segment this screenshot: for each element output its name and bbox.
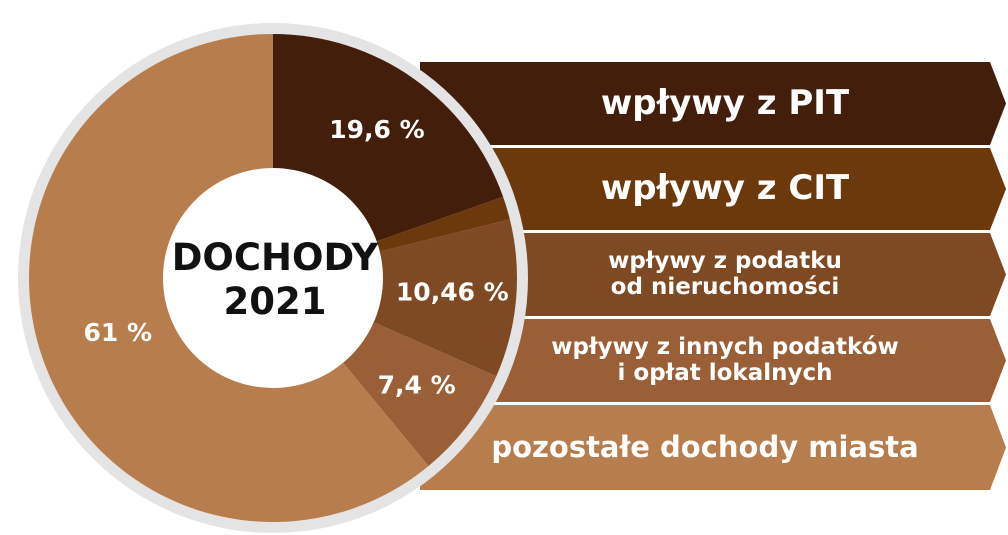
legend-banner bbox=[420, 148, 1006, 230]
chart-title: DOCHODY 2021 bbox=[171, 235, 379, 323]
legend-label: pozostałe dochody miasta bbox=[491, 429, 919, 464]
legend-banner bbox=[420, 319, 1006, 402]
legend-label: wpływy z podatku od nieruchomości bbox=[608, 248, 842, 300]
pie-slice bbox=[273, 219, 517, 377]
data-label: 61 % bbox=[83, 318, 152, 347]
data-label: 7,4 % bbox=[378, 371, 456, 400]
legend-banner bbox=[420, 405, 1006, 490]
legend-label: wpływy z PIT bbox=[600, 82, 850, 123]
center-hole bbox=[163, 168, 383, 388]
legend-label: wpływy z CIT bbox=[600, 168, 850, 209]
legend-label: wpływy z innych podatków i opłat lokalny… bbox=[551, 334, 899, 386]
data-label: 10,46 % bbox=[396, 277, 509, 306]
legend-banner bbox=[420, 62, 1006, 145]
legend-banner bbox=[420, 233, 1006, 316]
data-label: 19,6 % bbox=[329, 115, 424, 144]
